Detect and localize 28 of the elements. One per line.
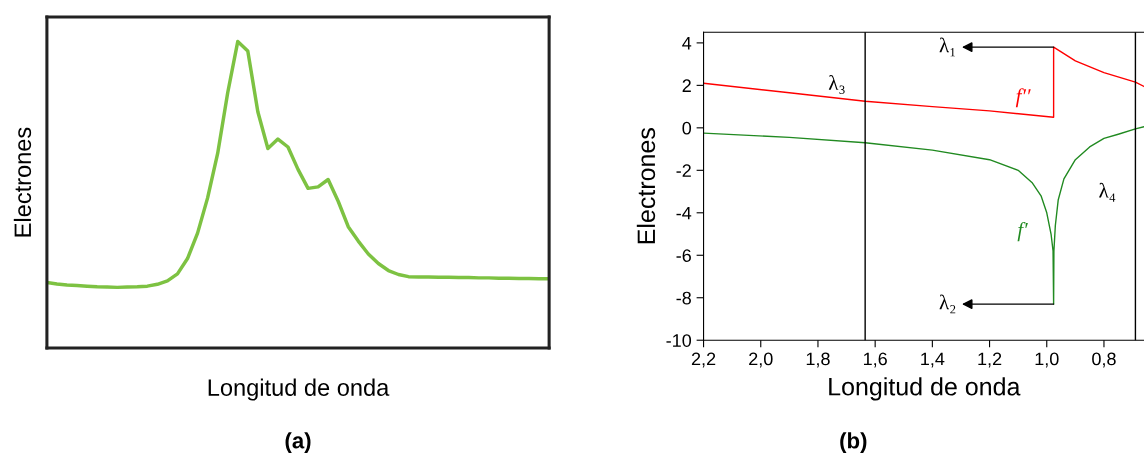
y-axis-title: Electrones <box>13 127 32 237</box>
y-tick-label: 2 <box>682 79 691 92</box>
text: (b) <box>840 432 867 453</box>
series-label: f′ <box>1017 222 1028 242</box>
x-tick-label: 1,4 <box>921 352 945 368</box>
annotation: λ₁ <box>939 37 955 57</box>
x-tick-label: 1,2 <box>978 352 1002 368</box>
x-tick-label: 2,2 <box>691 352 716 368</box>
y-tick-label: -6 <box>676 249 691 262</box>
y-axis-title: Electrones <box>636 128 656 244</box>
series-label: f′′ <box>1015 88 1031 108</box>
y-tick-label: 0 <box>682 121 692 135</box>
y-tick-label: -10 <box>666 334 692 347</box>
x-tick-label: 0,8 <box>1092 352 1116 368</box>
x-axis-title: Longitud de onda <box>829 377 1021 401</box>
y-tick-label: 4 <box>682 37 692 50</box>
x-axis-title: Longitud de onda <box>208 378 390 401</box>
x-tick-label: 1,6 <box>863 352 887 368</box>
text: (a) <box>285 432 311 453</box>
x-tick-label: 2,0 <box>749 352 773 368</box>
y-tick-label: -4 <box>676 206 692 220</box>
x-tick-label: 1,0 <box>1035 352 1059 368</box>
ref-line-label: λ₄ <box>1099 182 1116 202</box>
ref-line-label: λ₃ <box>828 75 845 94</box>
y-tick-label: -8 <box>676 291 691 305</box>
y-tick-label: -2 <box>676 164 691 177</box>
x-tick-label: 1,8 <box>806 352 830 368</box>
annotation: λ₂ <box>939 294 956 314</box>
